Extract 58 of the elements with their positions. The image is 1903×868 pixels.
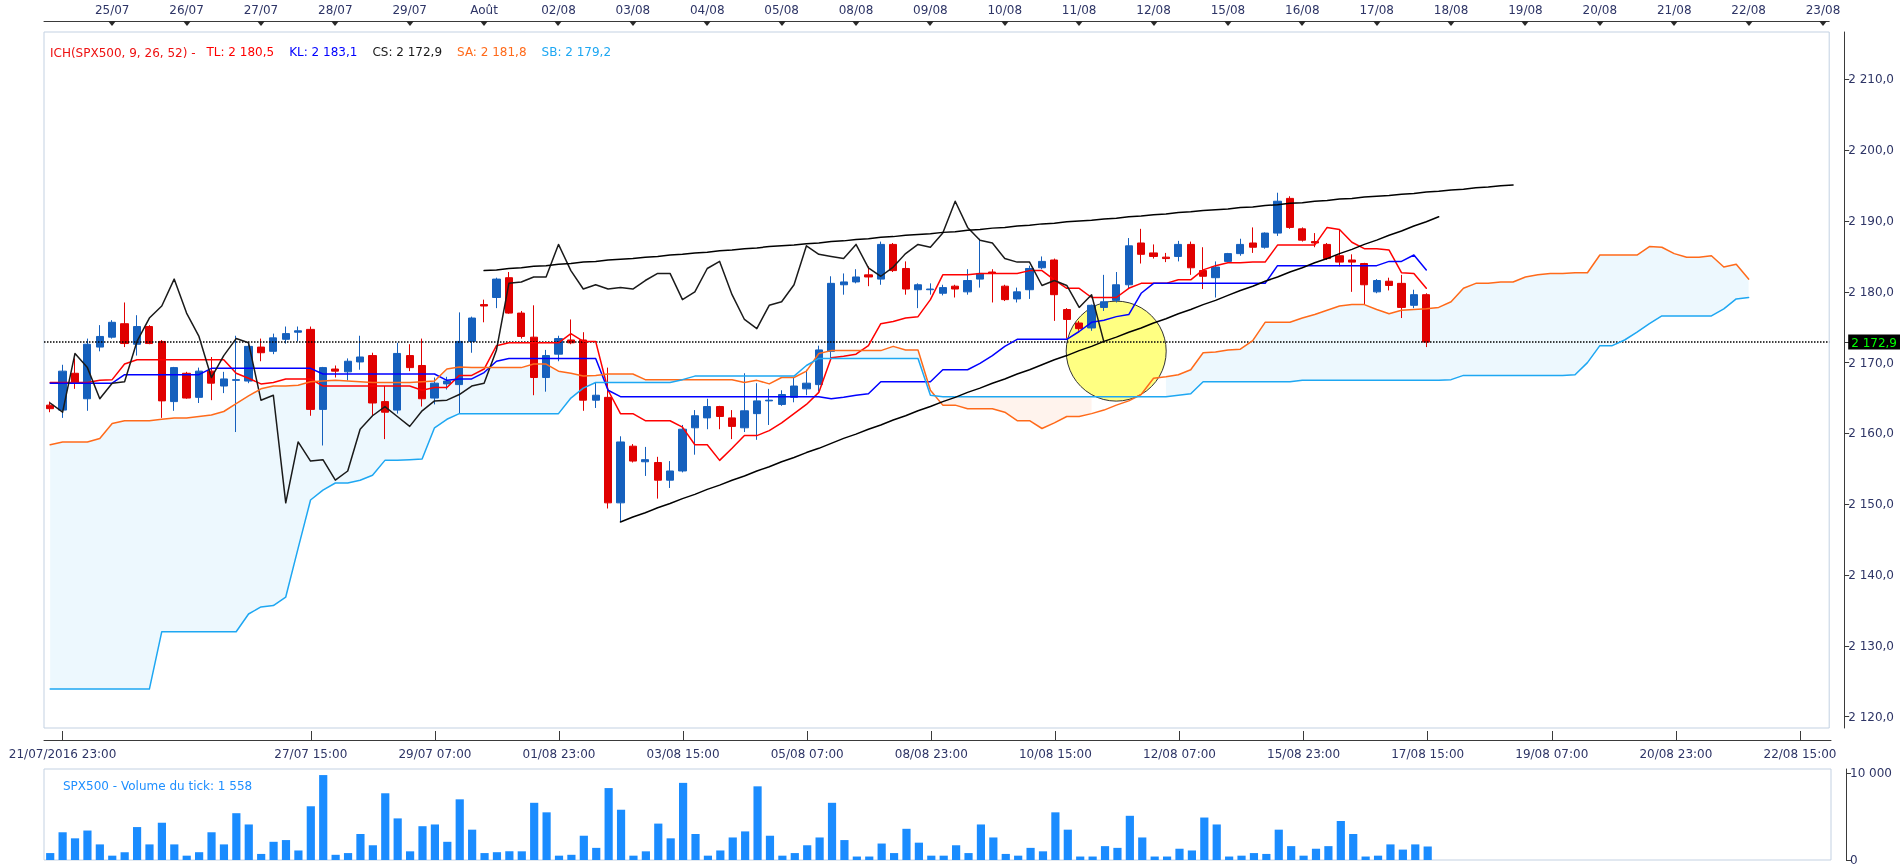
legend-title: ICH(SPX500, 9, 26, 52) -: [50, 46, 196, 60]
text: SPX500 - Volume du tick: 1 558: [63, 779, 253, 793]
x-tick-label: 11/08: [1061, 3, 1097, 17]
x-tick-label: 03/08: [615, 3, 651, 17]
x-tick-label: 21/07/2016 23:00: [8, 747, 117, 761]
y-tick-label: 2 172,9: [1851, 335, 1898, 350]
x-tick-label: 18/08: [1433, 3, 1469, 17]
x-tick-label: 22/08 15:00: [1763, 747, 1837, 761]
x-tick-label: 12/08: [1136, 3, 1171, 17]
y-tick-label: 10 000: [1850, 766, 1892, 781]
y-tick-label: 2 120,0: [1848, 709, 1895, 724]
x-tick-label: 15/08: [1210, 3, 1246, 17]
x-tick-label: 21/08: [1656, 3, 1692, 17]
x-tick-label: 12/08 07:00: [1143, 747, 1216, 761]
text: CS: 2 172,9: [372, 45, 443, 59]
text: SA: 2 181,8: [457, 45, 527, 59]
x-tick-label: 28/07: [318, 3, 353, 17]
x-tick-label: 10/08 15:00: [1018, 747, 1092, 761]
x-tick-label: 05/08: [764, 3, 799, 17]
x-tick-label: 02/08: [541, 3, 576, 17]
text: TL: 2 180,5: [205, 45, 275, 59]
x-tick-label: 15/08 23:00: [1267, 747, 1341, 761]
x-tick-label: 27/07 15:00: [274, 747, 348, 761]
x-tick-label: 05/08 07:00: [770, 747, 844, 761]
y-tick-label: 2 150,0: [1848, 497, 1895, 512]
y-tick-label: 2 170,0: [1848, 355, 1895, 370]
x-tick-label: 03/08 15:00: [646, 747, 720, 761]
x-tick-label: 29/07 07:00: [398, 747, 472, 761]
y-tick-label: 0: [1850, 853, 1858, 867]
x-tick-label: 22/08: [1731, 3, 1766, 17]
x-tick-label: 20/08: [1582, 3, 1618, 17]
x-tick-label: 01/08 23:00: [522, 747, 596, 761]
x-tick-label: 04/08: [689, 3, 725, 17]
x-tick-label: 20/08 23:00: [1639, 747, 1713, 761]
x-tick-label: 29/07: [392, 3, 428, 17]
y-tick-label: 2 140,0: [1848, 568, 1895, 583]
x-tick-label: 27/07: [243, 3, 279, 17]
x-tick-label: 16/08: [1285, 3, 1320, 17]
y-tick-label: 2 180,0: [1848, 284, 1895, 299]
x-tick-label: 19/08: [1508, 3, 1543, 17]
y-tick-label: 2 210,0: [1848, 72, 1895, 87]
text: KL: 2 183,1: [289, 45, 358, 59]
y-tick-label: 2 190,0: [1848, 214, 1895, 229]
x-tick-label: 17/08 15:00: [1391, 747, 1465, 761]
x-tick-label: 08/08: [838, 3, 874, 17]
x-tick-label: 09/08: [913, 3, 948, 17]
text: SB: 2 179,2: [541, 45, 612, 59]
x-tick-label: 23/08: [1805, 3, 1841, 17]
x-tick-label: Août: [470, 3, 499, 17]
y-tick-label: 2 160,0: [1848, 426, 1895, 441]
x-tick-label: 25/07: [94, 3, 130, 17]
x-tick-label: 08/08 23:00: [894, 747, 968, 761]
x-tick-label: 10/08: [987, 3, 1023, 17]
x-tick-label: 26/07: [169, 3, 204, 17]
x-tick-label: 17/08: [1359, 3, 1394, 17]
y-tick-label: 2 130,0: [1848, 638, 1895, 653]
x-tick-label: 19/08 07:00: [1515, 747, 1589, 761]
y-tick-label: 2 200,0: [1848, 143, 1895, 158]
